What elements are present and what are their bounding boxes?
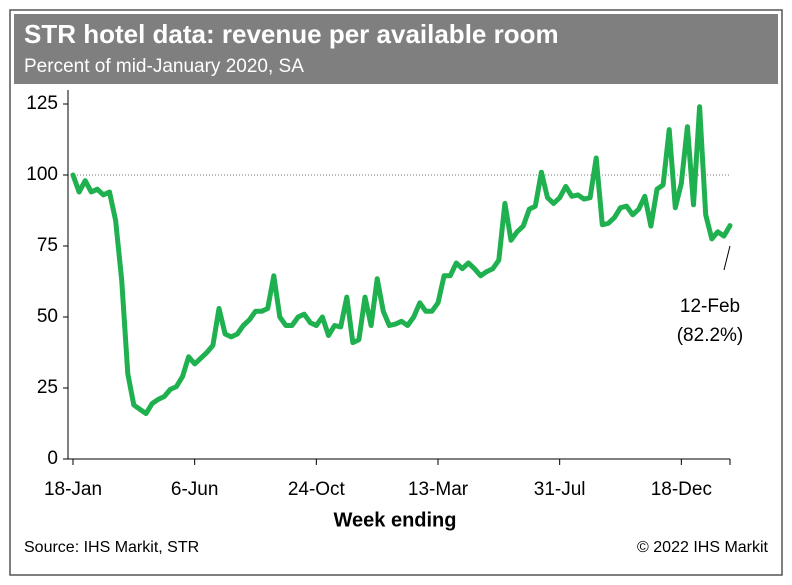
chart-subtitle: Percent of mid-January 2020, SA — [24, 56, 304, 77]
x-axis-title: Week ending — [334, 509, 457, 531]
y-tick-label: 0 — [47, 448, 58, 469]
x-tick-label: 18-Dec — [651, 479, 712, 500]
x-tick-label: 24-Oct — [288, 479, 346, 500]
y-tick-label: 100 — [26, 164, 58, 185]
y-tick-label: 75 — [37, 235, 58, 256]
annotation-leader — [723, 245, 731, 271]
y-tick-label: 25 — [37, 377, 58, 398]
x-tick-label: 13-Mar — [408, 479, 469, 500]
x-tick-label: 18-Jan — [44, 479, 102, 500]
y-tick-label: 50 — [37, 306, 58, 327]
x-tick-label: 31-Jul — [534, 479, 586, 500]
annotation: 12-Feb — [680, 296, 740, 317]
line-series — [70, 104, 733, 417]
source: Source: IHS Markit, STR — [24, 539, 199, 556]
title-banner — [14, 14, 778, 84]
y-tick-label: 125 — [26, 93, 58, 114]
copyright: © 2022 IHS Markit — [637, 539, 769, 556]
frame — [9, 9, 783, 576]
x-tick-label: 6-Jun — [171, 479, 219, 500]
annotation: (82.2%) — [677, 325, 744, 346]
chart-title: STR hotel data: revenue per available ro… — [24, 19, 559, 49]
